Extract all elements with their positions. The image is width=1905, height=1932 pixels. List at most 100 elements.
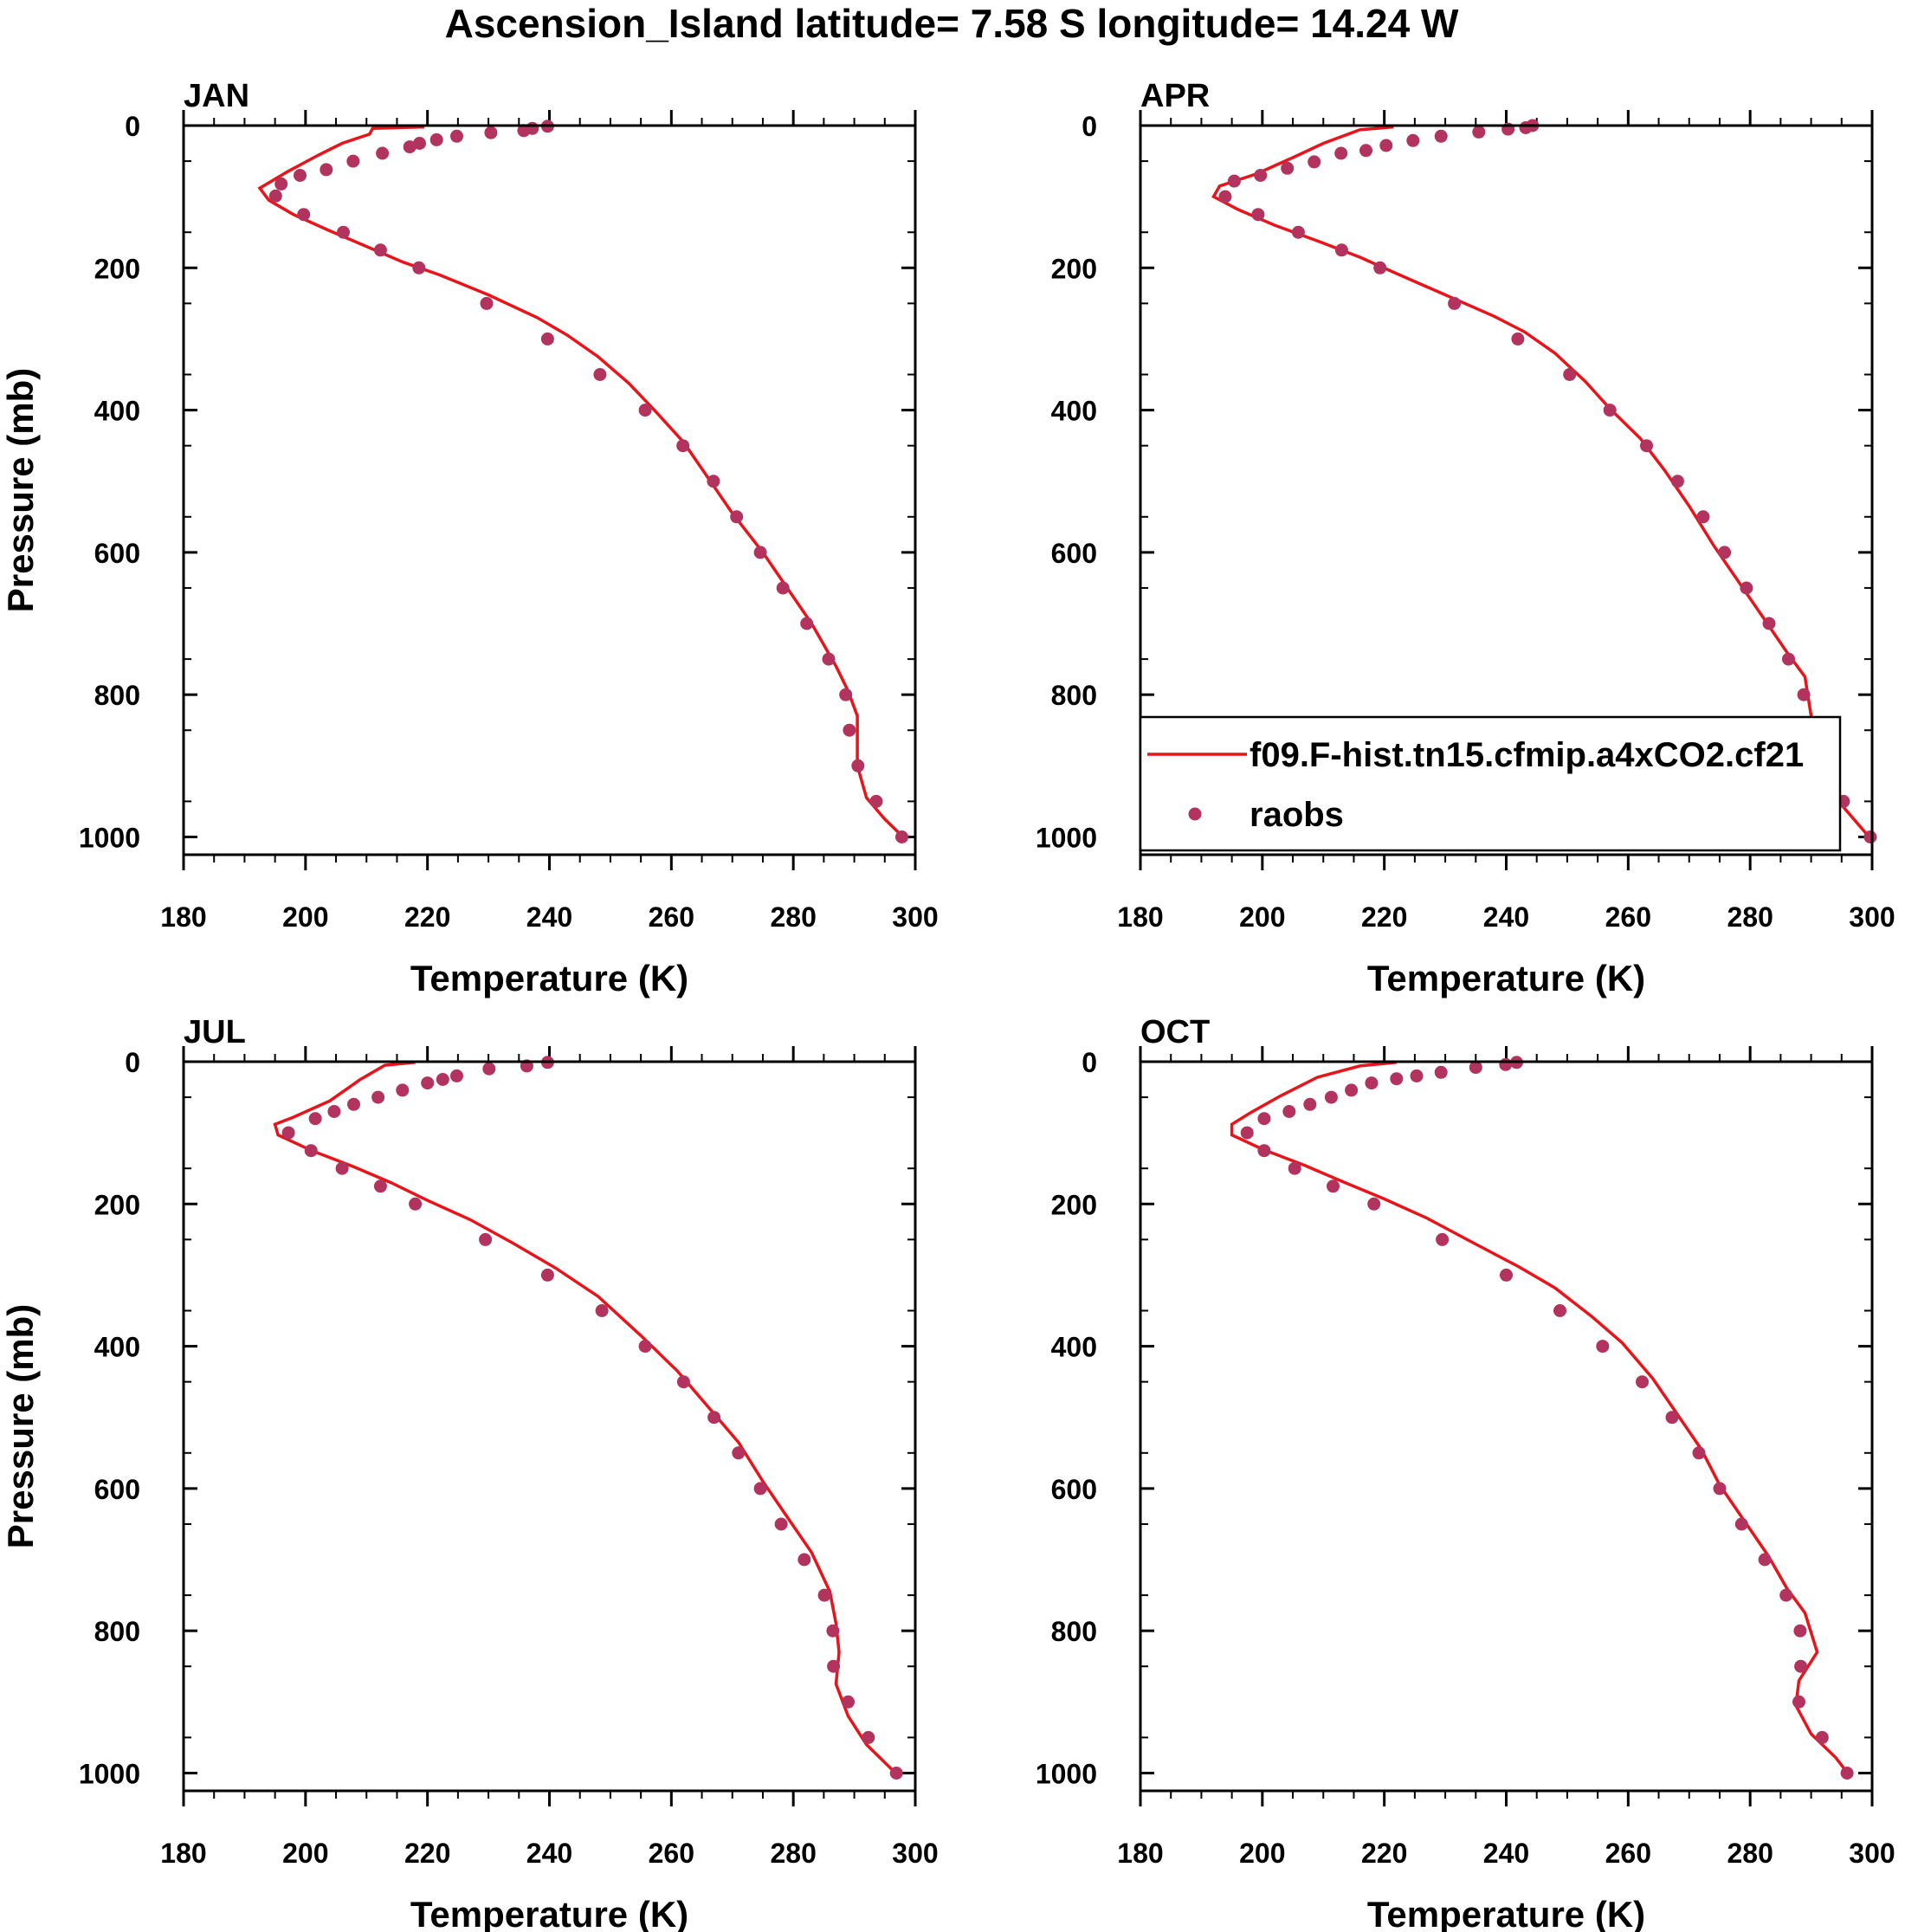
raobs-point — [1227, 174, 1241, 188]
raobs-point — [1713, 1482, 1727, 1496]
y-tick-label: 800 — [94, 1616, 140, 1647]
x-tick-label: 300 — [1849, 901, 1895, 933]
raobs-point — [1596, 1340, 1610, 1354]
x-tick-label: 260 — [649, 1838, 694, 1869]
raobs-point — [1257, 1144, 1271, 1158]
x-tick-label: 280 — [1727, 901, 1773, 933]
raobs-point — [851, 759, 865, 772]
x-tick-label: 280 — [770, 901, 816, 933]
raobs-point — [371, 1090, 385, 1104]
raobs-point — [1793, 1624, 1807, 1638]
raobs-point — [1469, 1061, 1482, 1075]
raobs-point — [1324, 1090, 1338, 1104]
x-tick-label: 220 — [404, 901, 450, 933]
y-tick-label: 0 — [1082, 1047, 1097, 1078]
raobs-point — [484, 126, 498, 139]
raobs-point — [429, 132, 443, 146]
raobs-point — [479, 1232, 493, 1246]
raobs-point — [281, 1126, 295, 1140]
raobs-point — [676, 1375, 690, 1389]
raobs-point — [373, 1179, 387, 1193]
legend: f09.F-hist.tn15.cfmip.a4xCO2.cf21 raobs — [1139, 715, 1842, 852]
raobs-point — [1373, 261, 1387, 275]
raobs-point — [1434, 1065, 1448, 1079]
y-tick-label: 200 — [1051, 1189, 1097, 1220]
raobs-point — [1308, 155, 1321, 169]
raobs-point — [1288, 1161, 1301, 1175]
raobs-point — [517, 124, 531, 138]
raobs-point — [337, 225, 350, 239]
raobs-point — [320, 163, 333, 177]
plot-frame — [1139, 1060, 1874, 1793]
raobs-point — [1500, 1268, 1513, 1282]
x-tick-label: 260 — [1605, 1838, 1651, 1869]
raobs-point — [1291, 225, 1305, 239]
y-tick-label: 400 — [94, 1332, 140, 1363]
x-tick-label: 220 — [1361, 901, 1407, 933]
raobs-point — [297, 208, 311, 222]
x-tick-label: 200 — [282, 901, 328, 933]
raobs-point — [676, 439, 690, 453]
x-tick-label: 260 — [649, 901, 694, 933]
panels-group: JAN 0 200 400 600 800 1000 180 200 220 240 260 280 30… — [0, 78, 1895, 1932]
y-tick-label: 1000 — [1036, 822, 1097, 853]
y-axis-label: Pressure (mb) — [0, 1304, 41, 1548]
raobs-point — [347, 1097, 360, 1111]
raobs-point — [730, 510, 744, 524]
raobs-point — [822, 652, 836, 666]
raobs-point — [327, 1105, 341, 1118]
panel-title: OCT — [1140, 1014, 1210, 1050]
raobs-point — [1563, 368, 1577, 381]
y-tick-label: 200 — [94, 1189, 140, 1220]
raobs-point — [1327, 1179, 1340, 1193]
raobs-point — [1762, 617, 1776, 630]
raobs-point — [1367, 1197, 1381, 1211]
raobs-point — [1553, 1304, 1566, 1317]
raobs-point — [1436, 1232, 1450, 1246]
y-tick-label: 200 — [1051, 253, 1097, 284]
raobs-point — [480, 296, 494, 310]
raobs-point — [1636, 1375, 1649, 1389]
y-tick-label: 400 — [1051, 1332, 1097, 1363]
x-axis-label: Temperature (K) — [410, 1894, 688, 1932]
raobs-point — [1282, 1105, 1296, 1118]
raobs-point — [862, 1730, 875, 1744]
raobs-point — [1257, 1112, 1271, 1126]
x-tick-label: 300 — [892, 901, 938, 933]
raobs-point — [595, 1304, 609, 1317]
chart-panel-oct: OCT 0 200 400 600 800 1000 180 200 220 240 260 280 30… — [1036, 1014, 1895, 1932]
raobs-point — [1740, 581, 1753, 595]
raobs-point — [1303, 1097, 1317, 1111]
y-tick-label: 0 — [125, 1047, 140, 1078]
y-tick-label: 400 — [1051, 396, 1097, 427]
y-tick-label: 0 — [125, 111, 140, 142]
plot-frame — [1139, 124, 1874, 856]
raobs-point — [774, 1517, 788, 1531]
raobs-point — [1251, 208, 1265, 222]
y-tick-label: 800 — [94, 680, 140, 711]
x-tick-label: 200 — [1239, 901, 1285, 933]
x-tick-label: 180 — [1117, 901, 1163, 933]
raobs-point — [817, 1588, 831, 1602]
raobs-point — [335, 1161, 349, 1175]
raobs-point — [274, 177, 288, 191]
raobs-point — [1365, 1076, 1379, 1090]
x-tick-label: 280 — [770, 1838, 816, 1869]
raobs-point — [827, 1659, 841, 1673]
model-series-line — [1211, 125, 1874, 840]
raobs-point — [540, 332, 554, 346]
raobs-point — [1240, 1126, 1254, 1140]
raobs-point — [1472, 125, 1486, 139]
raobs-point — [450, 1069, 463, 1082]
y-tick-label: 800 — [1051, 1616, 1097, 1647]
legend-box — [1139, 715, 1842, 852]
raobs-point — [1640, 439, 1653, 453]
plot-frame — [182, 124, 917, 856]
panel-title: APR — [1140, 78, 1210, 114]
raobs-point — [421, 1076, 435, 1090]
raobs-point — [1797, 688, 1811, 701]
raobs-point — [839, 688, 853, 701]
x-tick-label: 240 — [1483, 1838, 1529, 1869]
raobs-point — [753, 546, 767, 559]
raobs-point — [1334, 243, 1348, 257]
